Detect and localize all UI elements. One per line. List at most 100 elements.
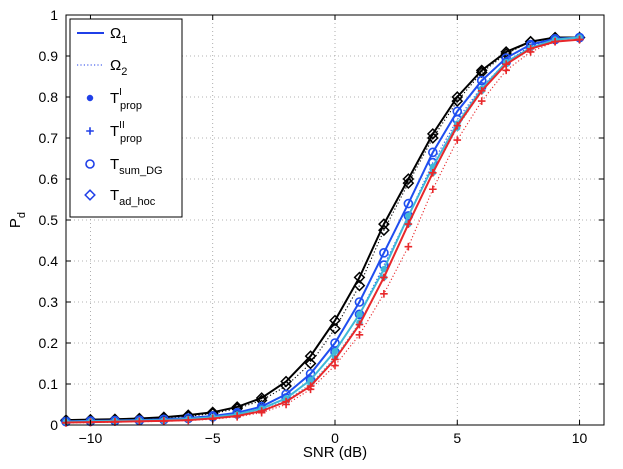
y-tick-label: 0.5: [39, 212, 59, 228]
legend-label: Ω2: [110, 57, 127, 78]
data-point: [575, 35, 584, 44]
x-tick-label: 5: [453, 430, 461, 446]
legend-label-sub: 2: [121, 66, 127, 78]
legend-entry: TI prop: [86, 87, 142, 112]
y-tick-label: 0.9: [39, 48, 59, 64]
data-point: [379, 248, 389, 258]
legend-label-main: T: [110, 123, 119, 140]
data-point: [451, 91, 464, 103]
series-line: [65, 39, 580, 424]
y-axis-label-sub: d: [16, 212, 28, 218]
data-point: [380, 290, 388, 298]
legend-marker: [84, 189, 96, 201]
y-tick-label: 0.6: [39, 171, 59, 187]
legend-label-sub: sum_DG: [119, 165, 162, 177]
data-point: [378, 224, 390, 237]
data-point: [329, 322, 341, 335]
legend-label: TI prop: [110, 87, 142, 112]
legend-marker: [86, 94, 94, 102]
legend-label-sub: prop: [120, 100, 142, 112]
series-layer: [60, 31, 586, 427]
data-point: [428, 147, 438, 158]
data-point: [378, 218, 390, 230]
data-point: [330, 338, 340, 348]
data-point: [356, 311, 363, 318]
data-point: [233, 413, 241, 421]
series-line: [65, 37, 580, 422]
legend-label-main: T: [110, 90, 119, 107]
legend-label-main: Ω: [110, 25, 121, 42]
legend-label-main: Ω: [110, 57, 121, 74]
legend-entry: Ω2: [77, 57, 127, 78]
data-point: [476, 75, 487, 86]
x-tick-label: −5: [205, 430, 221, 446]
data-point: [380, 273, 388, 282]
data-point: [426, 128, 439, 140]
data-point: [403, 198, 414, 209]
data-point: [453, 121, 462, 130]
legend-label: Tad_hoc: [110, 187, 156, 208]
data-point: [429, 185, 437, 194]
legend-label-sup: II: [119, 120, 125, 131]
y-tick-label: 0.8: [39, 89, 59, 105]
legend-label: Ω1: [110, 25, 127, 46]
legend-entry: TII prop: [86, 120, 142, 145]
data-point: [355, 320, 364, 329]
y-tick-label: 0.7: [39, 130, 59, 146]
x-tick-label: 10: [572, 430, 588, 446]
data-point: [353, 271, 366, 284]
legend-label: TII prop: [110, 120, 142, 145]
data-point: [502, 66, 510, 75]
legend-label-sub: 1: [121, 34, 127, 46]
legend-label-sub: prop: [120, 133, 142, 145]
data-point: [160, 417, 168, 426]
data-point: [257, 408, 266, 417]
data-point: [453, 136, 462, 144]
data-point: [475, 64, 488, 77]
legend-label-sup: I: [119, 87, 122, 98]
data-point: [402, 177, 415, 189]
legend-entry: Tad_hoc: [84, 187, 156, 208]
legend-box: [69, 18, 183, 218]
data-point: [477, 87, 486, 95]
legend-entry: Ω1: [77, 25, 127, 46]
data-point: [477, 97, 486, 105]
data-point: [426, 132, 439, 144]
legend-label-main: T: [110, 156, 119, 173]
legend-marker: [86, 127, 94, 135]
data-point: [451, 95, 464, 107]
data-point: [329, 314, 341, 327]
y-axis-label: Pd: [7, 212, 28, 228]
data-point: [404, 220, 413, 228]
data-point: [304, 357, 317, 370]
data-point: [331, 361, 339, 370]
data-point: [280, 375, 292, 388]
series-line: [65, 36, 580, 422]
data-point: [331, 347, 339, 355]
data-point: [304, 350, 317, 362]
legend-label: Tsum_DG: [110, 156, 163, 177]
legend-marker: [85, 159, 95, 169]
data-point: [184, 416, 193, 425]
y-tick-label: 0: [50, 417, 58, 433]
data-point: [526, 48, 535, 56]
x-axis-label: SNR (dB): [303, 444, 367, 461]
legend-label-main: T: [110, 187, 119, 204]
data-point: [353, 279, 366, 292]
y-tick-label: 0.3: [39, 294, 59, 310]
y-tick-label: 0.2: [39, 335, 59, 351]
x-tick-label: −10: [79, 430, 103, 446]
data-point: [429, 169, 437, 177]
series-7: [62, 35, 584, 427]
y-tick-label: 0.4: [39, 253, 59, 269]
data-point: [404, 242, 413, 251]
y-tick-label: 1: [50, 7, 58, 23]
legend-entry: Tsum_DG: [85, 156, 163, 177]
y-tick-label: 0.1: [39, 376, 59, 392]
data-point: [500, 46, 513, 58]
data-point: [135, 417, 144, 426]
data-point: [355, 331, 364, 339]
data-point: [402, 173, 415, 185]
x-tick-label: 0: [331, 430, 339, 446]
